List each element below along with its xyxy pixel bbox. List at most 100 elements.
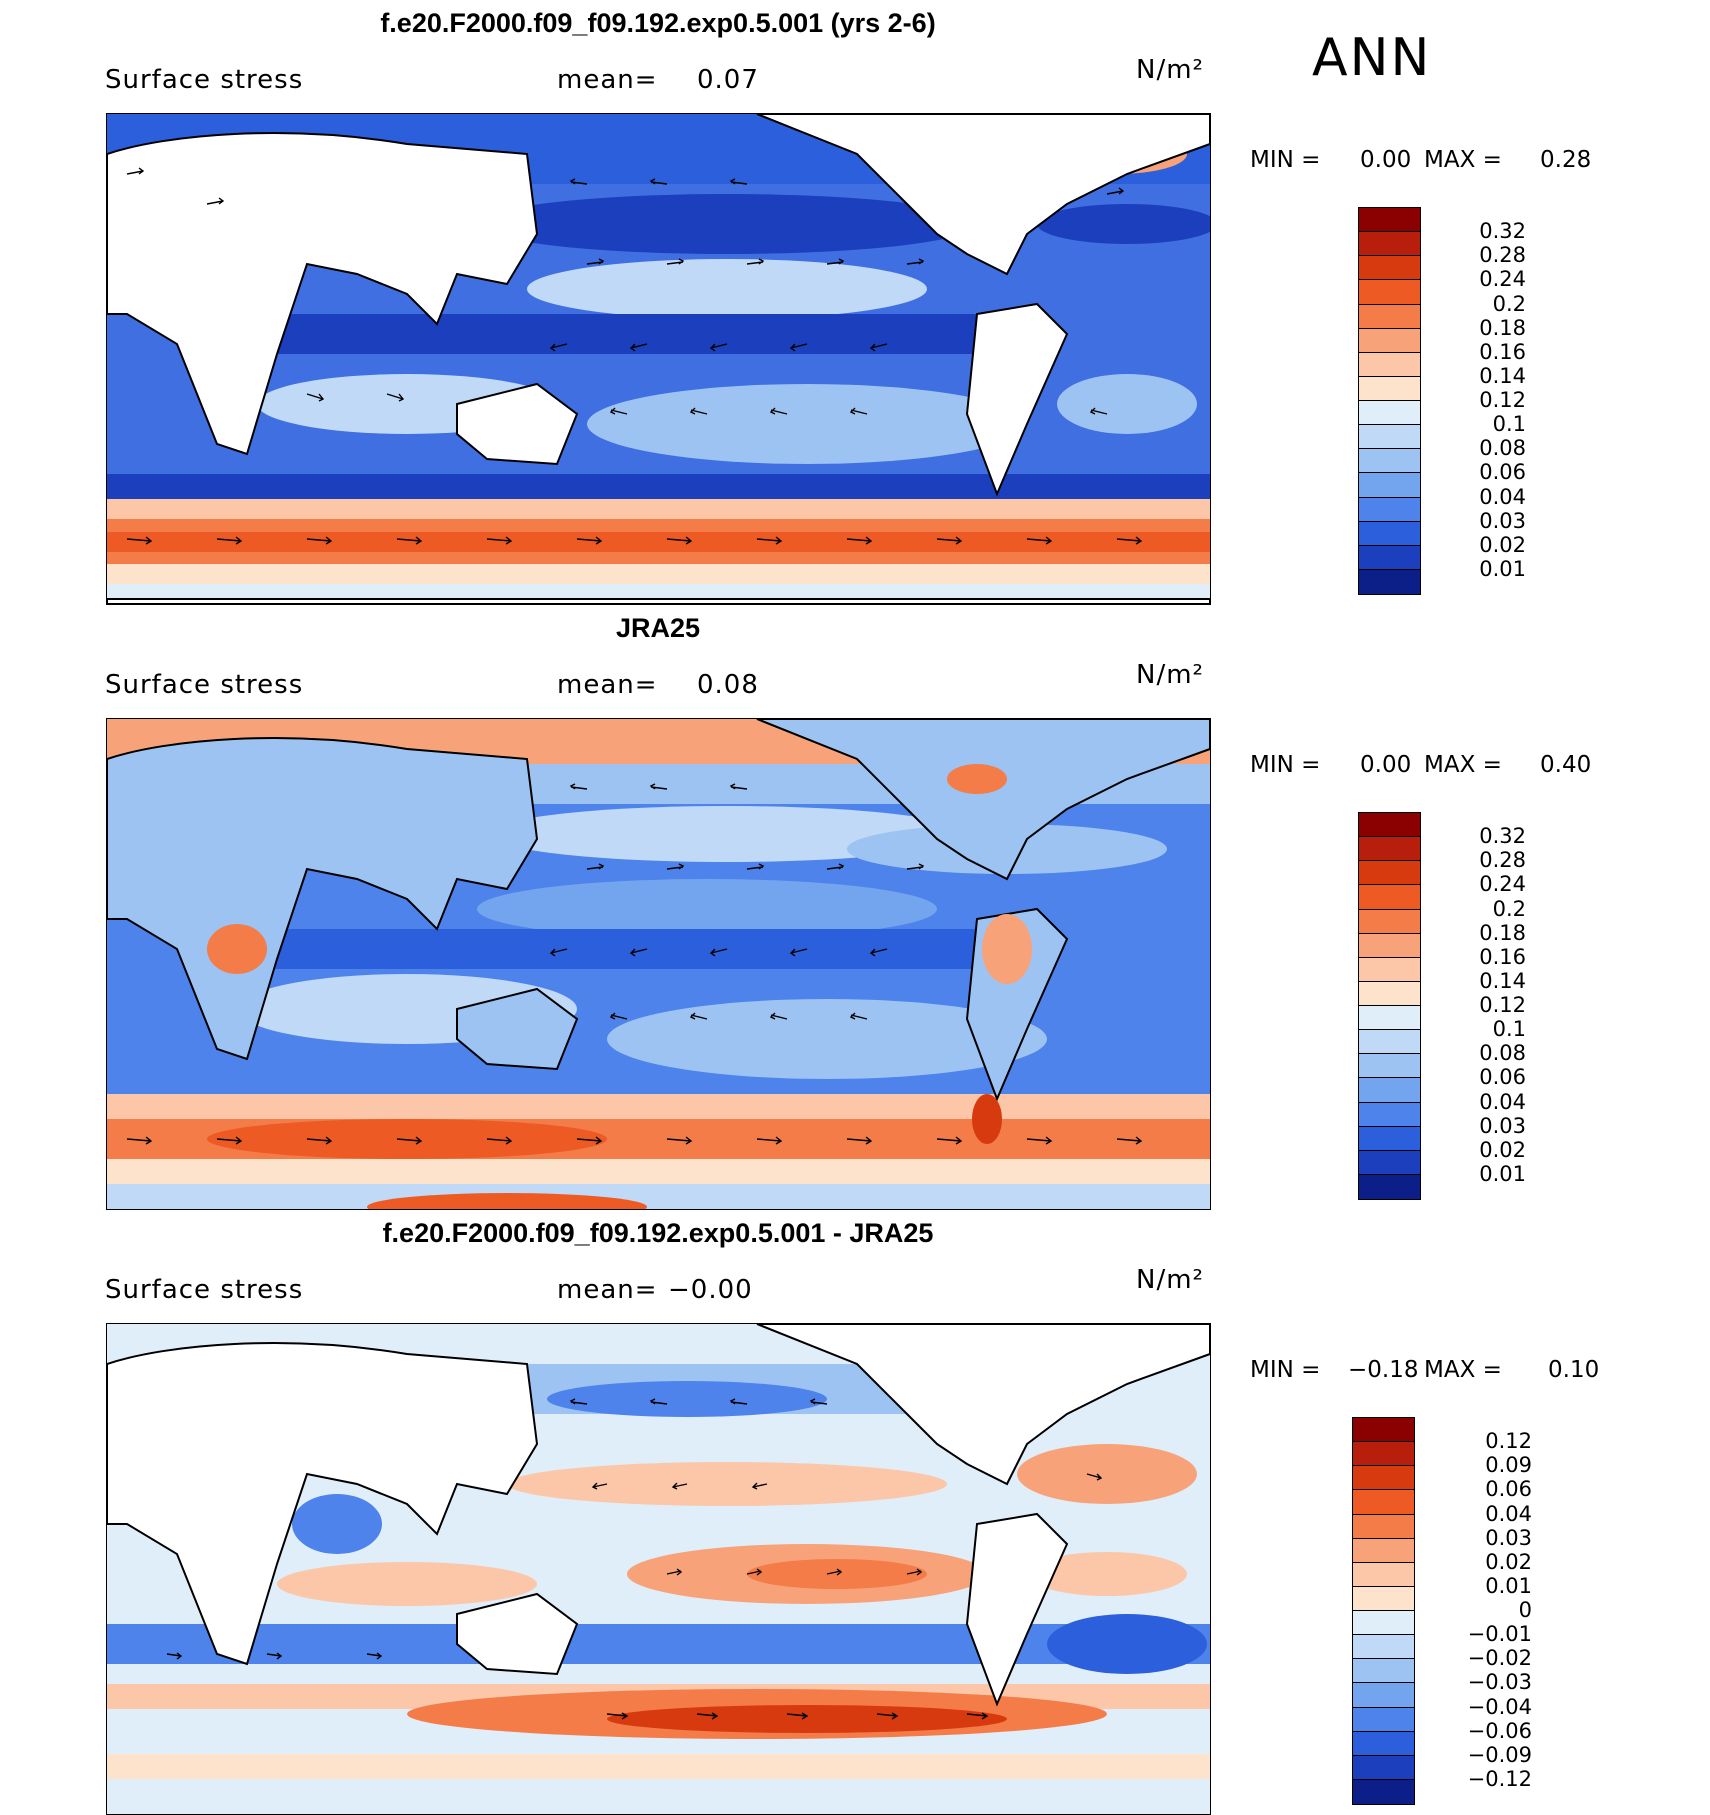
panel-3-colorbar-ticks: 0.12 0.09 0.06 0.04 0.03 0.02 0.01 0 −0.01 −0.02−… xyxy=(1432,1417,1532,1803)
colorbar-swatch xyxy=(1353,1635,1414,1660)
panel-2-variable-label: Surface stress xyxy=(105,670,304,700)
colorbar-tick-label: 0.01 xyxy=(1479,556,1526,581)
panel-3-min-label: MIN = xyxy=(1250,1357,1321,1383)
panel-2-mean-value: 0.08 xyxy=(697,670,759,700)
panel-2-mean-label: mean= xyxy=(557,670,658,700)
colorbar-swatch xyxy=(1353,1514,1414,1539)
colorbar-swatch xyxy=(1359,328,1420,353)
colorbar-tick-label: 0.01 xyxy=(1479,1161,1526,1186)
colorbar-swatch xyxy=(1353,1586,1414,1611)
colorbar-swatch xyxy=(1359,376,1420,401)
panel-1-max-label: MAX = xyxy=(1424,147,1502,173)
panel-2-colorbar xyxy=(1358,812,1421,1200)
colorbar-swatch xyxy=(1359,497,1420,522)
colorbar-tick-label: 0 xyxy=(1518,1598,1532,1622)
panel-3-max-label: MAX = xyxy=(1424,1357,1502,1383)
colorbar-tick-label: 0.03 xyxy=(1479,508,1526,533)
colorbar-swatch xyxy=(1359,521,1420,546)
panel-1-colorbar xyxy=(1358,207,1421,595)
colorbar-swatch xyxy=(1359,1150,1420,1175)
colorbar-swatch xyxy=(1359,352,1420,377)
colorbar-swatch xyxy=(1359,449,1420,474)
colorbar-tick-label: 0.02 xyxy=(1479,532,1526,557)
colorbar-swatch xyxy=(1359,1102,1420,1127)
colorbar-swatch xyxy=(1353,1707,1414,1732)
colorbar-swatch xyxy=(1353,1490,1414,1515)
colorbar-swatch xyxy=(1353,1611,1414,1636)
colorbar-tick-label: 0.12 xyxy=(1485,1429,1532,1454)
colorbar-swatch xyxy=(1359,545,1420,570)
panel-3-max-value: 0.10 xyxy=(1548,1357,1600,1383)
colorbar-tick-label: 0.04 xyxy=(1479,1089,1526,1114)
colorbar-tick-label: 0.06 xyxy=(1479,460,1526,485)
colorbar-swatch xyxy=(1353,1418,1414,1443)
colorbar-tick-label: −0.06 xyxy=(1467,1718,1532,1743)
colorbar-tick-label: 0.06 xyxy=(1479,1065,1526,1090)
panel-3-map xyxy=(106,1323,1211,1815)
colorbar-tick-label: 0.32 xyxy=(1479,219,1526,244)
colorbar-tick-label: 0.06 xyxy=(1485,1477,1532,1502)
panel-1-title: f.e20.F2000.f09_f09.192.exp0.5.001 (yrs … xyxy=(380,8,936,38)
colorbar-tick-label: 0.12 xyxy=(1479,993,1526,1017)
colorbar-swatch xyxy=(1359,813,1420,838)
panel-3-title: f.e20.F2000.f09_f09.192.exp0.5.001 - JRA… xyxy=(382,1218,934,1248)
colorbar-tick-label: 0.2 xyxy=(1492,291,1526,316)
colorbar-tick-label: −0.02 xyxy=(1467,1646,1532,1671)
panel-3-mean-label: mean= xyxy=(557,1275,658,1305)
colorbar-tick-label: 0.1 xyxy=(1492,1017,1526,1042)
colorbar-tick-label: 0.18 xyxy=(1479,920,1526,945)
colorbar-swatch xyxy=(1359,1054,1420,1079)
colorbar-tick-label: 0.08 xyxy=(1479,436,1526,461)
panel-1-min-value: 0.00 xyxy=(1360,147,1412,173)
colorbar-swatch xyxy=(1359,1030,1420,1055)
panel-2-min-label: MIN = xyxy=(1250,752,1321,778)
colorbar-swatch xyxy=(1353,1538,1414,1563)
colorbar-tick-label: −0.03 xyxy=(1467,1670,1532,1695)
panel-1-map xyxy=(106,113,1211,605)
colorbar-swatch xyxy=(1359,861,1420,886)
colorbar-swatch xyxy=(1353,1683,1414,1708)
colorbar-swatch xyxy=(1359,401,1420,426)
colorbar-swatch xyxy=(1359,256,1420,281)
panel-3-colorbar xyxy=(1352,1417,1415,1805)
panel-1-variable-label: Surface stress xyxy=(105,65,304,95)
panel-2-colorbar-ticks: 0.32 0.28 0.24 0.2 0.18 0.16 0.14 0.12 0.1 0.08 0.… xyxy=(1436,812,1526,1198)
colorbar-swatch xyxy=(1359,933,1420,958)
panel-2-max-value: 0.40 xyxy=(1540,752,1592,778)
colorbar-tick-label: −0.09 xyxy=(1467,1742,1532,1767)
panel-1-mean-label: mean= xyxy=(557,65,658,95)
colorbar-tick-label: 0.32 xyxy=(1479,824,1526,849)
colorbar-swatch xyxy=(1359,304,1420,329)
colorbar-swatch xyxy=(1353,1442,1414,1467)
colorbar-swatch xyxy=(1353,1562,1414,1587)
colorbar-swatch xyxy=(1359,425,1420,450)
panel-2-map xyxy=(106,718,1211,1210)
colorbar-swatch xyxy=(1359,837,1420,862)
colorbar-tick-label: 0.14 xyxy=(1479,363,1526,388)
colorbar-swatch xyxy=(1353,1659,1414,1684)
panel-2-min-value: 0.00 xyxy=(1360,752,1412,778)
colorbar-tick-label: 0.24 xyxy=(1479,267,1526,292)
colorbar-tick-label: 0.03 xyxy=(1479,1113,1526,1138)
colorbar-tick-label: 0.02 xyxy=(1479,1137,1526,1162)
colorbar-tick-label: 0.24 xyxy=(1479,872,1526,897)
colorbar-tick-label: −0.01 xyxy=(1467,1622,1532,1647)
colorbar-tick-label: 0.18 xyxy=(1479,315,1526,340)
colorbar-swatch xyxy=(1359,1126,1420,1151)
panel-3-units: N/m² xyxy=(1136,1265,1204,1295)
colorbar-tick-label: 0.16 xyxy=(1479,944,1526,969)
colorbar-tick-label: 0.02 xyxy=(1485,1549,1532,1574)
colorbar-tick-label: 0.12 xyxy=(1479,388,1526,412)
colorbar-tick-label: 0.28 xyxy=(1479,848,1526,873)
colorbar-swatch xyxy=(1359,280,1420,305)
panel-1-units: N/m² xyxy=(1136,55,1204,85)
colorbar-swatch xyxy=(1359,1006,1420,1031)
panel-1-max-value: 0.28 xyxy=(1540,147,1592,173)
colorbar-swatch xyxy=(1359,981,1420,1006)
panel-2-max-label: MAX = xyxy=(1424,752,1502,778)
colorbar-swatch xyxy=(1359,232,1420,257)
panel-3-mean-value: −0.00 xyxy=(668,1275,753,1305)
colorbar-tick-label: 0.1 xyxy=(1492,412,1526,437)
season-label: ANN xyxy=(1312,28,1432,88)
panel-1-colorbar-ticks: 0.32 0.28 0.24 0.2 0.18 0.16 0.14 0.12 0.1 0.08 0.… xyxy=(1436,207,1526,593)
